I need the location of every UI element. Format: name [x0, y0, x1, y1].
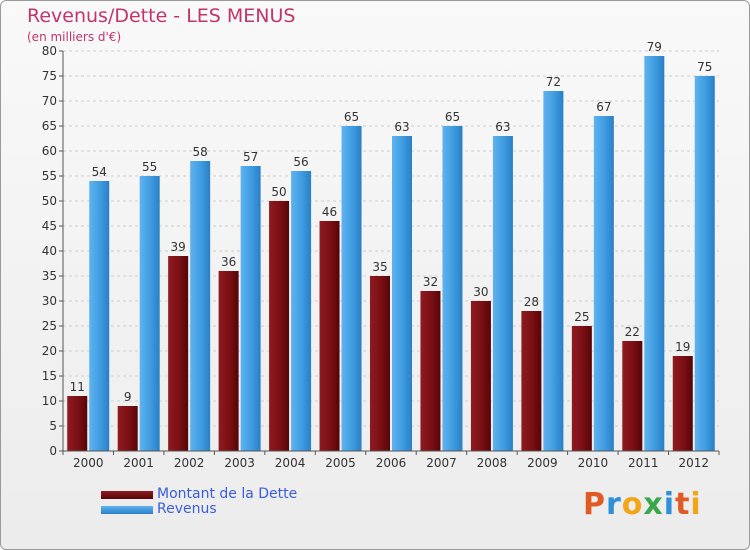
bar-dette-2008	[470, 301, 491, 451]
bar-dette-2006	[370, 276, 390, 451]
bar-dette-2010	[571, 326, 592, 451]
data-label-revenus-2012: 75	[697, 60, 712, 74]
legend-swatch-revenus	[101, 506, 153, 514]
logo-letter: x	[643, 487, 664, 522]
bar-revenus-2005	[341, 126, 362, 451]
data-label-dette-2000: 11	[70, 380, 85, 394]
y-tick-label: 5	[49, 419, 57, 433]
y-tick-label: 0	[49, 444, 57, 458]
bar-dette-2001	[117, 406, 138, 451]
logo-letter: i	[690, 487, 702, 522]
data-label-dette-2009: 28	[524, 295, 539, 309]
bar-dette-2000	[67, 396, 88, 451]
bar-dette-2009	[521, 311, 542, 451]
y-tick-label: 65	[42, 119, 57, 133]
bar-revenus-2001	[139, 176, 160, 451]
x-tick-label-2011: 2011	[628, 456, 659, 470]
bar-revenus-2007	[442, 126, 463, 451]
bar-revenus-2009	[543, 91, 564, 451]
legend-label-revenus: Revenus	[157, 501, 217, 517]
data-label-revenus-2008: 63	[495, 120, 510, 134]
y-tick-label: 10	[42, 394, 57, 408]
bar-dette-2003	[218, 271, 239, 451]
data-label-dette-2004: 50	[271, 185, 286, 199]
legend-label-dette: Montant de la Dette	[157, 486, 298, 502]
data-label-dette-2003: 36	[221, 255, 236, 269]
y-tick-label: 55	[42, 169, 57, 183]
x-tick-label-2007: 2007	[426, 456, 457, 470]
legend-swatch-dette	[101, 491, 153, 499]
bar-revenus-2011	[644, 56, 665, 451]
data-label-dette-2002: 39	[171, 240, 186, 254]
y-tick-label: 70	[42, 94, 57, 108]
y-tick-label: 45	[42, 219, 57, 233]
data-label-revenus-2011: 79	[647, 40, 662, 54]
bar-revenus-2003	[240, 166, 261, 451]
bar-revenus-2000	[89, 181, 110, 451]
data-label-dette-2010: 25	[574, 310, 589, 324]
x-tick-label-2008: 2008	[477, 456, 508, 470]
bar-revenus-2006	[392, 136, 412, 451]
data-label-dette-2007: 32	[423, 275, 438, 289]
data-label-revenus-2009: 72	[546, 75, 561, 89]
bar-revenus-2008	[492, 136, 513, 451]
bar-revenus-2002	[190, 161, 211, 451]
chart-title: Revenus/Dette - LES MENUS	[27, 5, 296, 27]
y-tick-label: 75	[42, 69, 57, 83]
data-label-dette-2012: 19	[675, 340, 690, 354]
logo-letter: t	[675, 487, 691, 522]
logo-letter: o	[621, 487, 644, 522]
data-label-revenus-2000: 54	[92, 165, 107, 179]
bar-dette-2002	[168, 256, 189, 451]
chart-subtitle: (en milliers d'€)	[27, 30, 122, 44]
x-tick-label-2002: 2002	[174, 456, 205, 470]
data-label-dette-2006: 35	[372, 260, 387, 274]
x-tick-label-2010: 2010	[578, 456, 609, 470]
x-tick-label-2012: 2012	[678, 456, 709, 470]
y-tick-label: 20	[42, 344, 57, 358]
data-label-revenus-2007: 65	[445, 110, 460, 124]
data-label-dette-2011: 22	[625, 325, 640, 339]
bar-revenus-2010	[593, 116, 614, 451]
x-tick-label-2009: 2009	[527, 456, 558, 470]
data-label-dette-2008: 30	[473, 285, 488, 299]
x-tick-label-2004: 2004	[275, 456, 306, 470]
data-label-dette-2001: 9	[124, 390, 132, 404]
bar-dette-2012	[672, 356, 693, 451]
logo-letter: i	[663, 487, 676, 522]
data-label-revenus-2006: 63	[394, 120, 409, 134]
bar-revenus-2012	[694, 76, 715, 451]
y-tick-label: 25	[42, 319, 57, 333]
data-label-revenus-2003: 57	[243, 150, 258, 164]
data-label-dette-2005: 46	[322, 205, 337, 219]
data-label-revenus-2004: 56	[293, 155, 308, 169]
bar-revenus-2004	[291, 171, 312, 451]
data-label-revenus-2010: 67	[596, 100, 611, 114]
y-tick-label: 15	[42, 369, 57, 383]
logo-letter: P	[583, 487, 606, 522]
y-tick-label: 35	[42, 269, 57, 283]
y-tick-label: 40	[42, 244, 57, 258]
y-tick-label: 80	[42, 44, 57, 58]
y-tick-label: 60	[42, 144, 57, 158]
logo-letter: r	[606, 487, 622, 522]
bar-dette-2011	[622, 341, 643, 451]
bar-dette-2007	[420, 291, 441, 451]
bar-dette-2005	[319, 221, 340, 451]
y-tick-label: 50	[42, 194, 57, 208]
proxiti-logo: Proxiti	[583, 487, 702, 522]
x-tick-label-2006: 2006	[376, 456, 407, 470]
data-label-revenus-2005: 65	[344, 110, 359, 124]
x-tick-label-2003: 2003	[224, 456, 255, 470]
data-label-revenus-2002: 58	[193, 145, 208, 159]
x-tick-label-2001: 2001	[123, 456, 154, 470]
y-tick-label: 30	[42, 294, 57, 308]
x-tick-label-2000: 2000	[73, 456, 104, 470]
bar-dette-2004	[269, 201, 290, 451]
data-label-revenus-2001: 55	[142, 160, 157, 174]
x-tick-label-2005: 2005	[325, 456, 356, 470]
